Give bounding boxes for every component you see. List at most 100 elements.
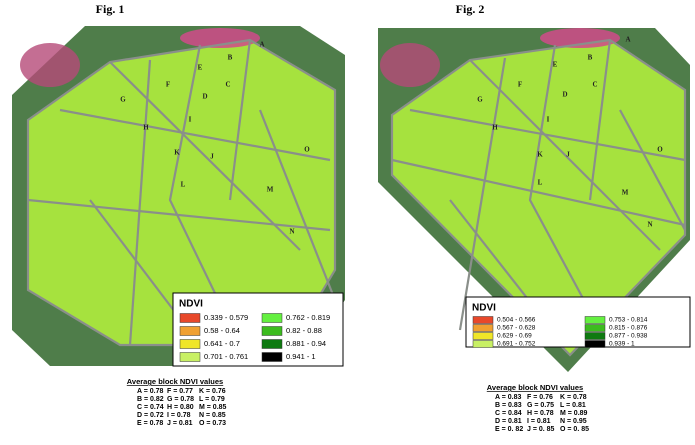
legend-label: 0.641 - 0.7 xyxy=(204,339,240,348)
block-label: H xyxy=(143,124,149,132)
residential-area xyxy=(380,43,440,87)
legend-swatch xyxy=(473,325,493,332)
residential-area xyxy=(20,43,80,87)
block-label: F xyxy=(518,81,522,89)
legend-label: 0.939 - 1 xyxy=(609,341,635,348)
average-value: O = 0. 85 xyxy=(560,426,589,433)
block-label: A xyxy=(625,36,630,44)
average-value: E = 0. 82 xyxy=(495,426,523,433)
legend-swatch xyxy=(180,340,200,349)
average-value: K = 0.78 xyxy=(560,394,587,401)
legend-swatch xyxy=(262,314,282,323)
legend-swatch xyxy=(473,317,493,324)
average-value: G = 0.78 xyxy=(167,396,194,403)
average-value: J = 0. 85 xyxy=(527,426,555,433)
legend-label: 0.58 - 0.64 xyxy=(204,326,240,335)
averages-title: Average block NDVI values xyxy=(487,383,583,392)
legend-swatch xyxy=(585,317,605,324)
block-label: J xyxy=(566,151,570,159)
block-label: M xyxy=(267,186,274,194)
block-label: C xyxy=(225,81,230,89)
block-label: O xyxy=(657,146,663,154)
average-value: B = 0.83 xyxy=(495,402,522,409)
block-label: N xyxy=(289,228,294,236)
average-value: L = 0.81 xyxy=(560,402,586,409)
average-value: H = 0.78 xyxy=(527,410,554,417)
legend-swatch xyxy=(262,340,282,349)
average-value: I = 0.78 xyxy=(167,412,191,419)
legend-label: 0.941 - 1 xyxy=(286,352,316,361)
legend-swatch xyxy=(585,325,605,332)
legend-label: 0.567 - 0.628 xyxy=(497,325,536,332)
average-value: A = 0.78 xyxy=(137,388,164,395)
legend-label: 0.339 - 0.579 xyxy=(204,313,248,322)
legend-swatch xyxy=(262,327,282,336)
block-label: F xyxy=(166,81,170,89)
block-label: K xyxy=(174,149,180,157)
average-value: F = 0.77 xyxy=(167,388,193,395)
block-label: D xyxy=(202,93,207,101)
figure-title: Fig. 2 xyxy=(456,2,485,16)
legend-swatch xyxy=(473,341,493,348)
legend-label: 0.82 - 0.88 xyxy=(286,326,322,335)
legend-label: 0.691 - 0.752 xyxy=(497,341,536,348)
average-value: K = 0.76 xyxy=(199,388,226,395)
figure-title: Fig. 1 xyxy=(96,2,125,16)
block-label: G xyxy=(477,96,483,104)
legend-swatch xyxy=(180,314,200,323)
block-label: B xyxy=(588,54,593,62)
legend-swatch xyxy=(585,341,605,348)
block-label: C xyxy=(592,81,597,89)
legend-swatch xyxy=(180,327,200,336)
block-label: G xyxy=(120,96,126,104)
legend-label: 0.815 - 0.876 xyxy=(609,325,648,332)
legend-label: 0.762 - 0.819 xyxy=(286,313,330,322)
average-value: N = 0.85 xyxy=(199,412,226,419)
average-value: I = 0.81 xyxy=(527,418,551,425)
block-label: K xyxy=(537,151,543,159)
average-value: G = 0.75 xyxy=(527,402,554,409)
average-value: E = 0.78 xyxy=(137,420,163,427)
averages-title: Average block NDVI values xyxy=(127,377,223,386)
block-label: D xyxy=(562,91,567,99)
block-label: I xyxy=(547,116,550,124)
block-label: H xyxy=(492,124,498,132)
average-value: C = 0.74 xyxy=(137,404,164,411)
legend-label: 0.881 - 0.94 xyxy=(286,339,326,348)
average-value: B = 0.82 xyxy=(137,396,164,403)
block-label: O xyxy=(304,146,310,154)
legend-swatch xyxy=(585,333,605,340)
legend-label: 0.629 - 0.69 xyxy=(497,333,532,340)
block-label: E xyxy=(553,61,558,69)
block-label: J xyxy=(210,153,214,161)
block-label: N xyxy=(647,221,652,229)
legend-title: NDVI xyxy=(472,303,496,314)
legend-swatch xyxy=(262,353,282,362)
legend-swatch xyxy=(180,353,200,362)
block-label: B xyxy=(228,54,233,62)
average-value: L = 0.79 xyxy=(199,396,225,403)
average-value: M = 0.85 xyxy=(199,404,227,411)
average-value: C = 0.84 xyxy=(495,410,522,417)
legend-label: 0.504 - 0.566 xyxy=(497,317,536,324)
block-label: L xyxy=(181,181,186,189)
average-value: O = 0.73 xyxy=(199,420,226,427)
legend-label: 0.701 - 0.761 xyxy=(204,352,248,361)
average-value: H = 0.80 xyxy=(167,404,194,411)
block-label: E xyxy=(198,64,203,72)
average-value: M = 0.89 xyxy=(560,410,588,417)
block-label: M xyxy=(622,189,629,197)
average-value: A = 0.83 xyxy=(495,394,522,401)
average-value: D = 0.81 xyxy=(495,418,522,425)
average-value: D = 0.72 xyxy=(137,412,164,419)
block-label: I xyxy=(189,116,192,124)
legend-swatch xyxy=(473,333,493,340)
legend-label: 0.877 - 0.938 xyxy=(609,333,648,340)
legend-label: 0.753 - 0.814 xyxy=(609,317,648,324)
average-value: F = 0.76 xyxy=(527,394,553,401)
block-label: A xyxy=(259,41,264,49)
average-value: J = 0.81 xyxy=(167,420,193,427)
average-value: N = 0.95 xyxy=(560,418,587,425)
legend-title: NDVI xyxy=(179,299,203,310)
